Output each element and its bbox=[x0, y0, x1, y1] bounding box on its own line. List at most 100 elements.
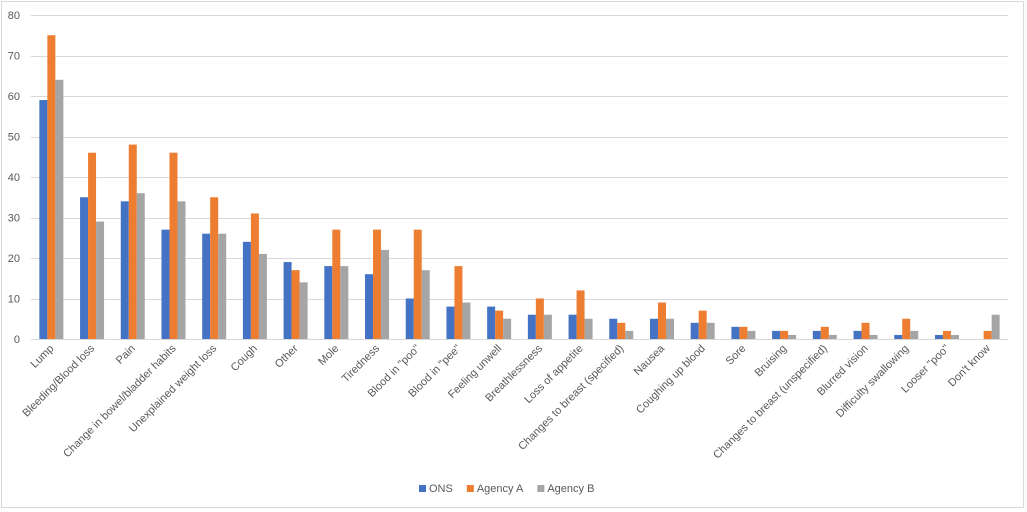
bar-agency-b bbox=[258, 253, 267, 339]
bar-ons bbox=[446, 306, 455, 339]
y-tick-label: 70 bbox=[8, 51, 20, 63]
bar-agency-a bbox=[739, 326, 748, 339]
bar-ons bbox=[527, 314, 536, 339]
bar-ons bbox=[772, 330, 781, 339]
bar-ons bbox=[731, 326, 740, 339]
bar-agency-b bbox=[381, 249, 390, 339]
x-tick-label: Coughing up blood bbox=[634, 343, 708, 417]
bar-ons bbox=[894, 334, 903, 339]
bar-agency-b bbox=[96, 221, 105, 339]
bar-ons bbox=[39, 100, 48, 339]
bar-ons bbox=[487, 306, 496, 339]
x-tick-label: Other bbox=[273, 342, 301, 370]
bar-agency-b bbox=[543, 314, 552, 339]
bar-agency-b bbox=[299, 282, 308, 339]
legend-swatch bbox=[537, 485, 545, 492]
bar-ons bbox=[812, 330, 821, 339]
x-tick-label: Nausea bbox=[632, 342, 668, 378]
bar-agency-a bbox=[413, 229, 422, 339]
bar-agency-a bbox=[861, 322, 870, 339]
bar-agency-b bbox=[788, 334, 797, 339]
bar-agency-a bbox=[495, 310, 504, 339]
bar-agency-b bbox=[503, 318, 512, 339]
bar-agency-a bbox=[617, 322, 626, 339]
legend-swatch bbox=[419, 485, 426, 492]
bar-agency-b bbox=[55, 79, 64, 340]
bar-agency-b bbox=[869, 334, 878, 339]
y-tick-label: 20 bbox=[8, 253, 20, 265]
bar-agency-b bbox=[584, 318, 593, 339]
y-tick-label: 30 bbox=[8, 213, 20, 225]
bar-agency-b bbox=[177, 201, 186, 339]
bar-ons bbox=[202, 233, 211, 339]
bar-agency-b bbox=[828, 334, 837, 339]
bar-agency-b bbox=[665, 318, 674, 339]
bars bbox=[39, 35, 1000, 340]
legend: ONS Agency A Agency B bbox=[419, 483, 594, 495]
bar-ons bbox=[405, 298, 414, 339]
bar-ons bbox=[161, 229, 170, 339]
bar-agency-a bbox=[210, 197, 219, 339]
bar-agency-a bbox=[250, 213, 259, 339]
y-tick-label: 10 bbox=[8, 294, 20, 306]
bar-ons bbox=[242, 241, 251, 339]
gridlines bbox=[31, 15, 1008, 300]
bar-ons bbox=[324, 266, 333, 339]
x-tick-label: Pain bbox=[114, 343, 138, 367]
bar-agency-a bbox=[698, 310, 707, 339]
x-tick-label: Tiredness bbox=[340, 342, 383, 385]
bar-agency-a bbox=[128, 144, 137, 339]
y-tick-label: 0 bbox=[14, 334, 20, 346]
legend-swatch bbox=[466, 485, 474, 492]
x-tick-label: Mole bbox=[316, 343, 341, 368]
bar-agency-a bbox=[657, 302, 666, 339]
legend-label: Agency A bbox=[477, 483, 524, 495]
bar-agency-b bbox=[340, 266, 349, 339]
bar-ons bbox=[690, 322, 699, 339]
bar-agency-a bbox=[88, 152, 97, 339]
bar-ons bbox=[120, 201, 129, 339]
bar-agency-b bbox=[706, 322, 715, 339]
x-tick-label: Bruising bbox=[753, 343, 790, 380]
bar-ons bbox=[365, 274, 374, 339]
x-tick-label: Sore bbox=[724, 343, 749, 368]
legend-label: ONS bbox=[429, 483, 453, 495]
y-tick-label: 50 bbox=[8, 132, 20, 144]
bar-agency-b bbox=[950, 334, 959, 339]
bar-agency-a bbox=[373, 229, 382, 339]
bar-agency-b bbox=[421, 270, 430, 339]
y-tick-label: 40 bbox=[8, 172, 20, 184]
bar-agency-b bbox=[625, 330, 634, 339]
bar-agency-a bbox=[942, 330, 951, 339]
bar-agency-a bbox=[291, 270, 300, 339]
bar-agency-b bbox=[462, 302, 471, 339]
bar-agency-a bbox=[983, 330, 992, 339]
bar-ons bbox=[80, 197, 89, 339]
bar-agency-b bbox=[136, 193, 145, 339]
bar-agency-a bbox=[820, 326, 829, 339]
y-tick-label: 60 bbox=[8, 91, 20, 103]
x-tick-label: Bleeding/Blood loss bbox=[20, 342, 97, 419]
bar-agency-a bbox=[902, 318, 911, 339]
bar-ons bbox=[609, 318, 618, 339]
x-tick-label: Don't know bbox=[946, 343, 993, 390]
bar-agency-a bbox=[169, 152, 178, 339]
bar-ons bbox=[283, 262, 292, 339]
x-tick-label: Cough bbox=[229, 343, 260, 374]
bar-ons bbox=[934, 334, 943, 339]
bar-agency-b bbox=[910, 330, 919, 339]
bar-ons bbox=[853, 330, 862, 339]
bar-agency-b bbox=[218, 233, 227, 339]
y-tick-label: 80 bbox=[8, 10, 20, 22]
x-tick-label: Lump bbox=[29, 343, 57, 371]
bar-ons bbox=[568, 314, 577, 339]
bar-ons bbox=[649, 318, 658, 339]
bar-agency-a bbox=[576, 290, 585, 339]
bar-agency-b bbox=[747, 330, 756, 339]
bar-agency-a bbox=[47, 35, 56, 339]
legend-label: Agency B bbox=[547, 483, 594, 495]
bar-agency-a bbox=[780, 330, 789, 339]
bar-agency-a bbox=[454, 266, 463, 339]
